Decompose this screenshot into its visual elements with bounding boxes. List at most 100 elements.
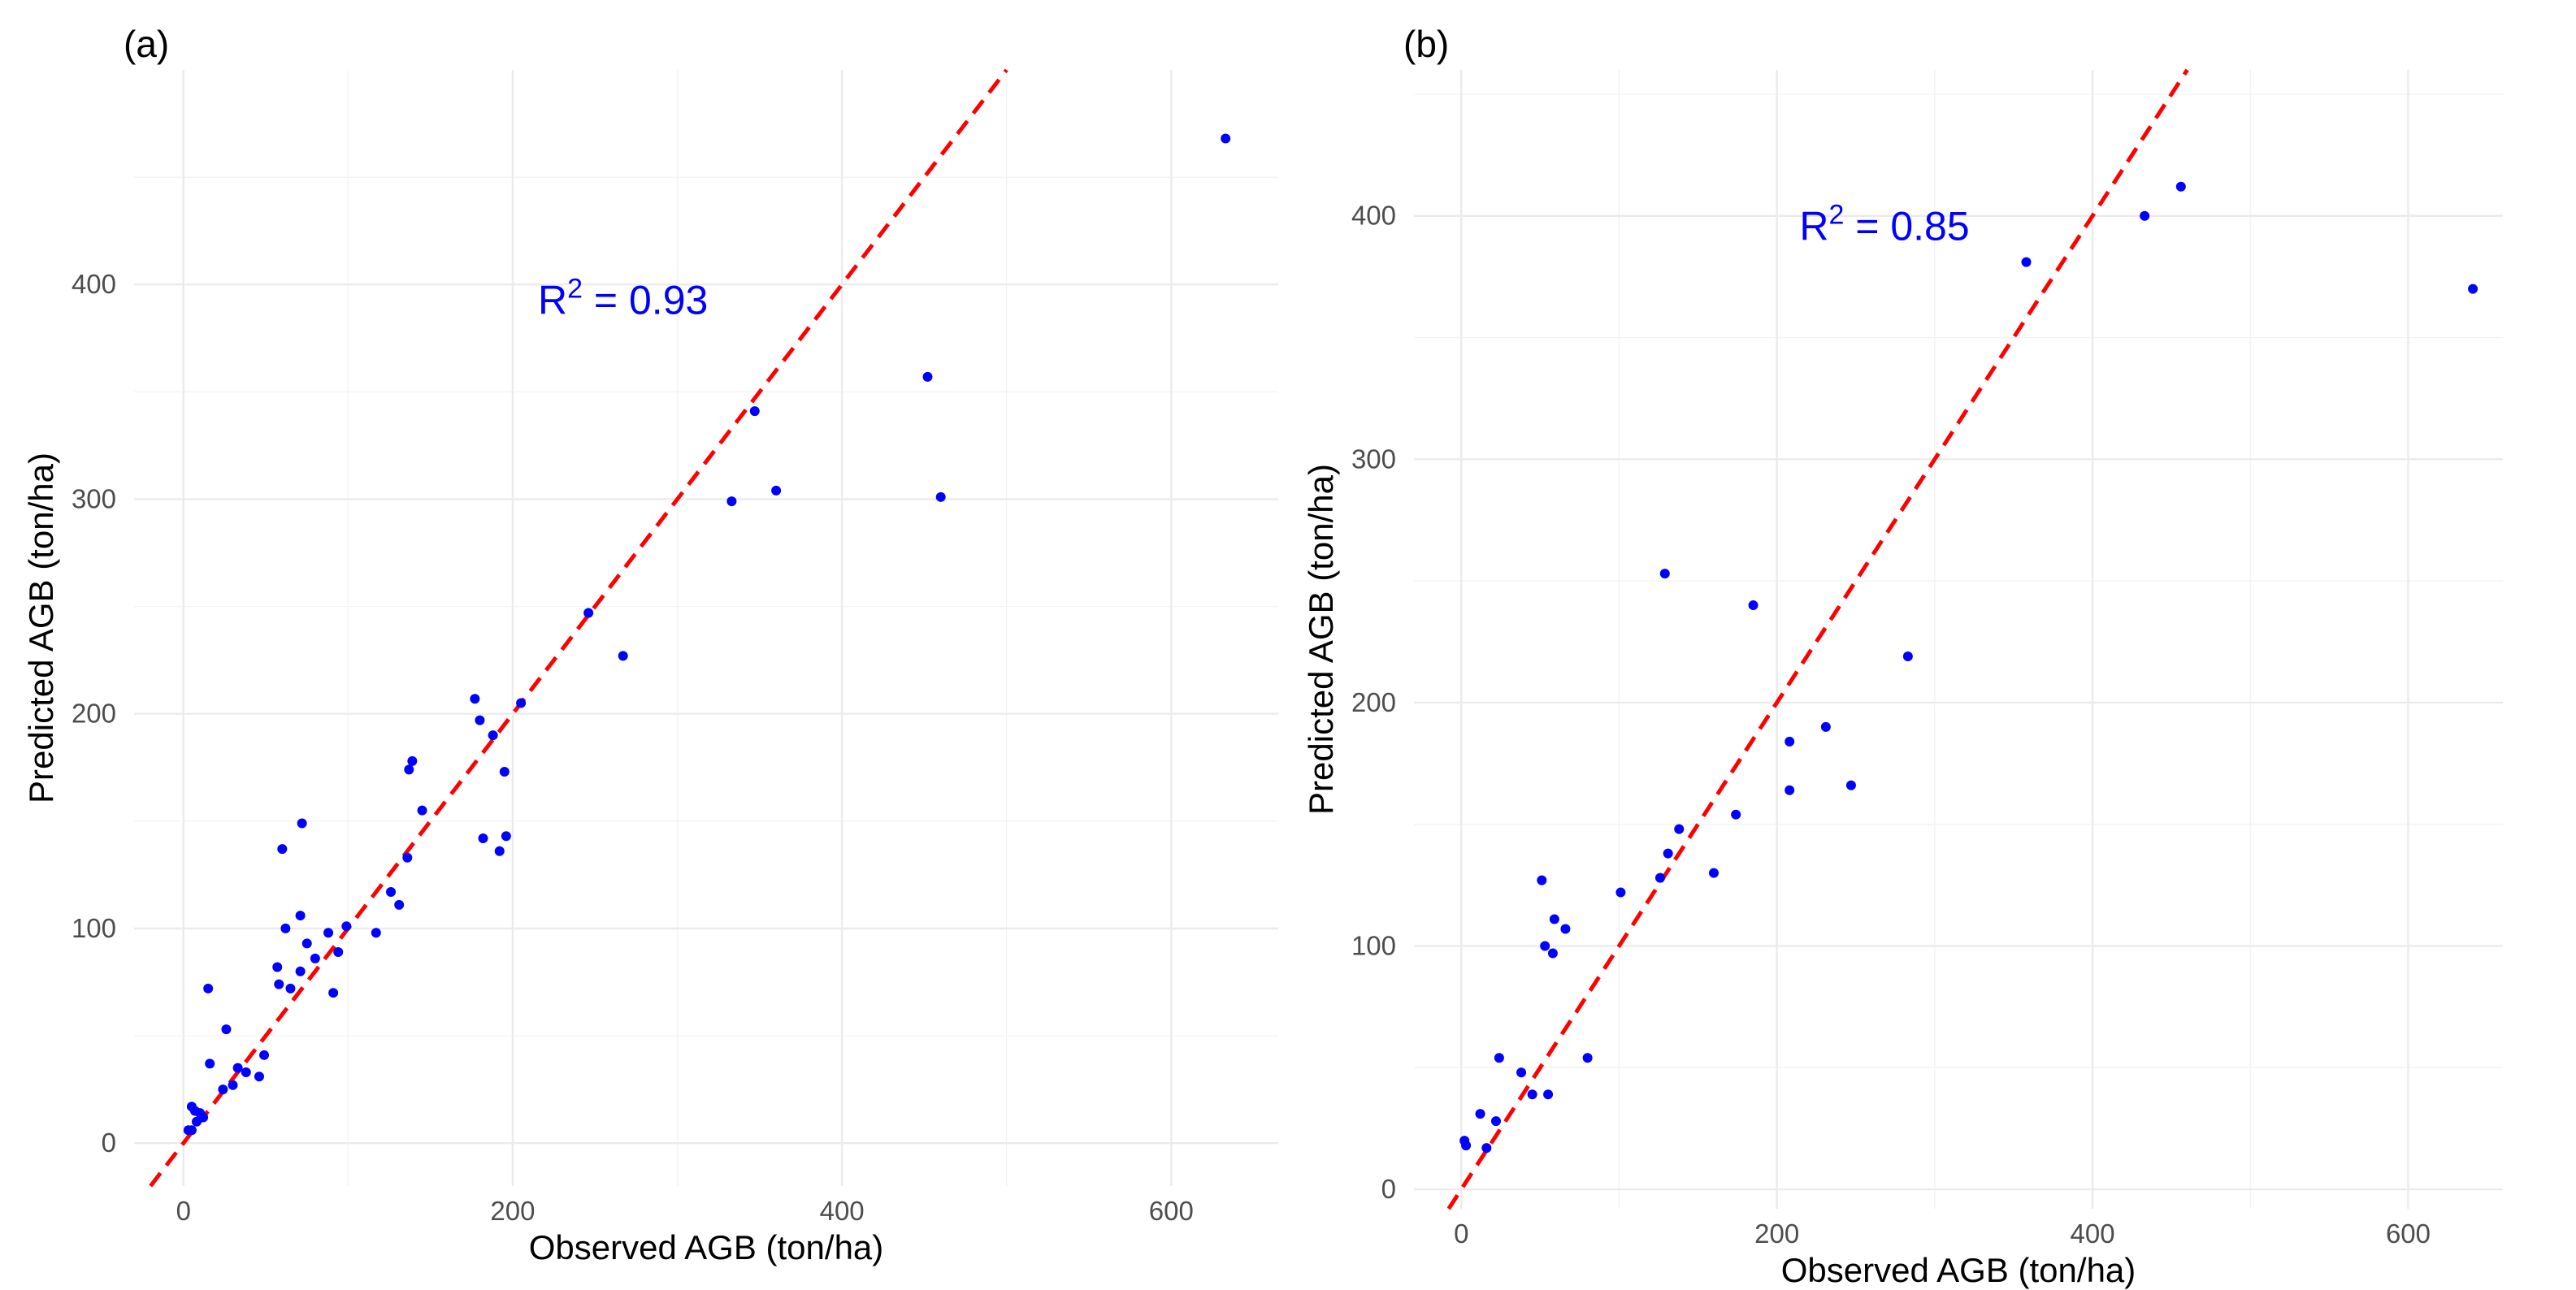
panel-b-y-tick-label: 0: [1381, 1174, 1396, 1204]
panel-b-data-point: [1820, 721, 1831, 732]
panel-a-data-point: [221, 1024, 232, 1035]
panel-b-data-point: [1659, 569, 1670, 579]
panel-a-x-tick-label: 0: [176, 1196, 191, 1226]
panel-b-r2-prefix: R: [1799, 204, 1828, 249]
panel-a-data-point: [228, 1080, 238, 1090]
panel-a-data-point: [333, 946, 344, 957]
panel-a-data-point: [488, 730, 498, 741]
panel-b-data-point: [1785, 736, 1795, 747]
panel-b-label: (b): [1403, 23, 1449, 65]
panel-a-data-point: [501, 831, 511, 842]
panel-b-data-point: [1663, 848, 1673, 859]
panel-b-data-point: [1674, 824, 1685, 834]
panel-a-y-tick-label: 100: [72, 913, 116, 943]
panel-a-y-tick-label: 0: [102, 1128, 116, 1158]
panel-a-data-point: [328, 988, 339, 998]
panel-b-y-axis-title: Predicted AGB (ton/ha): [1302, 464, 1340, 815]
panel-a-data-point: [618, 651, 628, 661]
panel-a-r2-prefix: R: [538, 278, 567, 323]
panel-b-major-grid: [1414, 70, 2503, 1209]
panel-a-data-point: [935, 491, 946, 502]
panel-a-data-point: [280, 923, 291, 933]
panel-a-points: [183, 133, 1231, 1136]
panel-b-data-point: [2468, 284, 2478, 294]
panel-a-data-point: [417, 805, 427, 816]
panel-a-data-point: [407, 755, 418, 766]
panel-a-data-point: [285, 983, 296, 993]
panel-a-x-ticks: 0 200 400 600: [176, 1196, 1194, 1226]
panel-b-data-point: [1540, 941, 1550, 951]
panel-b-data-point: [1543, 1089, 1554, 1100]
panel-b-data-point: [1490, 1116, 1501, 1127]
panel-a-r2-superscript: 2: [567, 274, 583, 305]
panel-a-data-point: [295, 911, 306, 921]
panel-b-data-point: [1549, 914, 1559, 924]
panel-a-y-tick-label: 300: [72, 483, 116, 513]
panel-a-data-point: [297, 818, 307, 829]
panel-b-r2-superscript: 2: [1828, 200, 1844, 231]
panel-b-data-point: [1560, 924, 1571, 934]
panel-a-x-tick-label: 200: [490, 1196, 535, 1226]
panel-b: 0 100 200 300 400 0 200 400 600 R2 = 0.85 Obser…: [1302, 23, 2503, 1289]
panel-a-data-point: [259, 1050, 270, 1060]
panel-a-data-point: [475, 715, 485, 725]
panel-a-data-point: [272, 962, 283, 972]
panel-a-data-point: [494, 846, 505, 856]
panel-b-r2-value: = 0.85: [1844, 204, 1969, 249]
panel-b-x-tick-label: 0: [1454, 1219, 1468, 1249]
panel-b-x-ticks: 0 200 400 600: [1454, 1219, 2431, 1249]
panel-b-data-point: [1902, 651, 1913, 661]
panel-a-data-point: [295, 966, 306, 976]
panel-a-data-point: [726, 496, 737, 507]
panel-a-one-to-one-line: [149, 68, 1008, 1188]
panel-b-points: [1459, 181, 2478, 1154]
panel-a-data-point: [749, 406, 760, 417]
panel-b-y-tick-label: 300: [1351, 444, 1396, 474]
panel-a-data-point: [218, 1084, 228, 1095]
panel-a-data-point: [1221, 133, 1231, 144]
panel-b-y-ticks: 0 100 200 300 400: [1351, 201, 1396, 1204]
panel-b-data-point: [1494, 1053, 1504, 1063]
panel-b-data-point: [1481, 1143, 1492, 1154]
panel-a-data-point: [232, 1063, 243, 1073]
panel-a-data-point: [198, 1112, 209, 1123]
panel-a-data-point: [478, 833, 488, 843]
panel-b-data-point: [1537, 875, 1547, 885]
panel-b-x-axis-title: Observed AGB (ton/ha): [1781, 1251, 2136, 1289]
panel-a-data-point: [922, 371, 933, 382]
panel-a-data-point: [341, 921, 352, 932]
panel-b-data-point: [1708, 868, 1719, 878]
panel-a-data-point: [394, 899, 405, 910]
panel-a-data-point: [402, 852, 413, 863]
panel-b-data-point: [1527, 1089, 1537, 1100]
panel-a-y-axis-title: Predicted AGB (ton/ha): [22, 452, 60, 803]
panel-b-data-point: [2021, 257, 2032, 267]
panel-a-data-point: [516, 698, 527, 708]
panel-b-data-point: [1475, 1109, 1485, 1119]
panel-a-data-point: [371, 928, 381, 938]
panel-b-data-point: [1785, 785, 1795, 795]
panel-a-data-point: [301, 938, 312, 949]
panel-a-data-point: [203, 983, 214, 993]
panel-a-data-point: [254, 1071, 264, 1082]
panel-b-r2-annotation: R2 = 0.85: [1799, 200, 1969, 249]
panel-a-r2-annotation: R2 = 0.93: [538, 274, 708, 323]
panel-a-data-point: [310, 953, 320, 963]
panel-a-x-tick-label: 400: [820, 1196, 865, 1226]
panel-b-data-point: [1461, 1141, 1472, 1151]
panel-a-major-grid: [134, 70, 1278, 1186]
panel-b-data-point: [1845, 780, 1856, 790]
panel-a-data-point: [499, 767, 510, 777]
panel-a-label: (a): [124, 23, 169, 65]
panel-b-data-point: [1748, 600, 1759, 611]
panel-a-y-tick-label: 400: [72, 269, 116, 299]
panel-a-y-tick-label: 200: [72, 699, 116, 729]
panel-a-data-point: [583, 608, 594, 618]
panel-b-one-to-one-line: [1446, 68, 2189, 1210]
panel-b-x-tick-label: 400: [2071, 1219, 2115, 1249]
panel-a: 0 100 200 300 400 0 200 400 600 R2 = 0.93 Obser…: [22, 23, 1278, 1266]
panel-b-data-point: [1582, 1053, 1593, 1063]
panel-a-data-point: [323, 928, 334, 938]
panel-b-y-tick-label: 200: [1351, 687, 1396, 717]
panel-a-data-point: [386, 887, 397, 898]
